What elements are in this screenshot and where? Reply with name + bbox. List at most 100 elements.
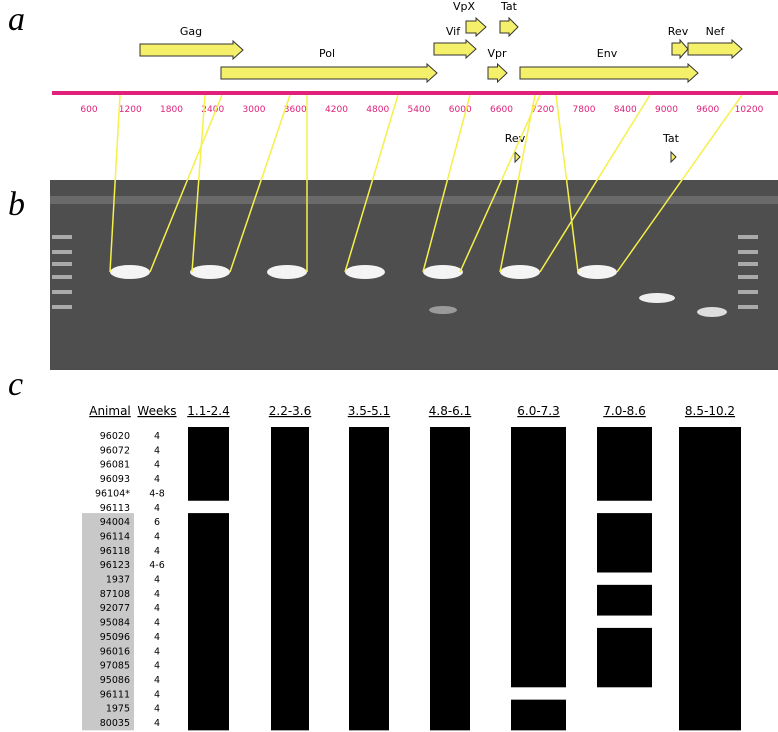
- axis-tick-label: 4800: [366, 105, 389, 115]
- axis-tick-label: 4200: [325, 105, 348, 115]
- weeks: 4: [154, 531, 160, 542]
- gene-label: Vif: [446, 25, 461, 38]
- animal-id: 1975: [106, 704, 130, 715]
- axis-tick-label: 9600: [696, 105, 719, 115]
- ladder-band: [738, 290, 758, 294]
- coverage-bar: [679, 427, 741, 730]
- animal-id: 96123: [100, 560, 130, 571]
- region-header: 2.2-3.6: [269, 404, 312, 418]
- coverage-bar: [597, 628, 652, 687]
- ladder-band: [52, 235, 72, 239]
- gene-label: Env: [597, 47, 618, 60]
- gene-label: Gag: [180, 25, 202, 38]
- animal-id: 87108: [100, 589, 130, 600]
- gene-label: Tat: [500, 0, 518, 13]
- animal-id: 96111: [100, 689, 130, 700]
- weeks: 4: [154, 474, 160, 485]
- region-header: 6.0-7.3: [517, 404, 560, 418]
- gel: [50, 180, 778, 370]
- axis-tick-label: 3600: [284, 105, 307, 115]
- animal-id: 96113: [100, 503, 130, 514]
- animal-id: 96020: [100, 431, 130, 442]
- figure: abcGagPolVifVpXTatVprEnvRevNef6001200180…: [0, 0, 778, 732]
- animal-id: 94004: [100, 517, 130, 528]
- axis-tick-label: 10200: [735, 105, 764, 115]
- gene-arrow: [488, 64, 507, 82]
- weeks: 4: [154, 718, 160, 729]
- ladder-band: [738, 275, 758, 279]
- gel-band: [423, 265, 463, 279]
- axis-tick-label: 6600: [490, 105, 513, 115]
- gene-label: Pol: [319, 47, 335, 60]
- region-header: 8.5-10.2: [685, 404, 735, 418]
- table-header: Animal: [89, 404, 131, 418]
- weeks: 6: [154, 517, 160, 528]
- coverage-bar: [430, 427, 470, 730]
- weeks: 4: [154, 618, 160, 629]
- animal-id: 96104*: [95, 488, 130, 499]
- gel-band: [190, 265, 230, 279]
- ladder-band: [52, 305, 72, 309]
- animal-id: 92077: [100, 603, 130, 614]
- axis-tick-label: 1800: [160, 105, 183, 115]
- splice-marker: [515, 152, 520, 162]
- weeks: 4: [154, 704, 160, 715]
- gel-well-line: [50, 196, 778, 204]
- animal-id: 96016: [100, 646, 130, 657]
- gel-band: [639, 293, 675, 303]
- animal-id: 96118: [100, 546, 130, 557]
- table-header: Weeks: [137, 404, 176, 418]
- animal-id: 96114: [100, 531, 130, 542]
- coverage-bar: [511, 700, 566, 731]
- weeks: 4: [154, 589, 160, 600]
- ladder-band: [52, 275, 72, 279]
- panel-label: b: [8, 186, 25, 223]
- coverage-bar: [188, 513, 229, 730]
- weeks: 4: [154, 460, 160, 471]
- gel-band: [697, 307, 727, 317]
- panel-label: c: [8, 366, 23, 403]
- axis-tick-label: 1200: [119, 105, 142, 115]
- weeks: 4: [154, 575, 160, 586]
- gene-arrow: [688, 40, 742, 58]
- gene-arrow: [672, 40, 688, 58]
- gel-band: [577, 265, 617, 279]
- axis-tick-label: 5400: [408, 105, 431, 115]
- weeks: 4: [154, 632, 160, 643]
- gel-band: [110, 265, 150, 279]
- gene-arrow: [434, 40, 476, 58]
- ladder-band: [738, 262, 758, 266]
- coverage-bar: [597, 585, 652, 616]
- animal-id: 1937: [106, 575, 130, 586]
- weeks: 4: [154, 503, 160, 514]
- ladder-band: [738, 250, 758, 254]
- coverage-bar: [597, 513, 652, 572]
- weeks: 4: [154, 661, 160, 672]
- animal-id: 95084: [100, 618, 130, 629]
- weeks: 4: [154, 546, 160, 557]
- axis-tick-label: 3000: [243, 105, 266, 115]
- coverage-bar: [511, 427, 566, 687]
- animal-id: 96081: [100, 460, 130, 471]
- splice-marker: [671, 152, 676, 162]
- gel-band: [345, 265, 385, 279]
- weeks: 4-6: [149, 560, 165, 571]
- axis-tick-label: 7800: [573, 105, 596, 115]
- weeks: 4: [154, 689, 160, 700]
- animal-id: 97085: [100, 661, 130, 672]
- weeks: 4: [154, 603, 160, 614]
- gene-arrow: [500, 18, 518, 36]
- gene-label: Nef: [706, 25, 726, 38]
- axis-tick-label: 6000: [449, 105, 472, 115]
- weeks: 4: [154, 445, 160, 456]
- animal-id: 96093: [100, 474, 130, 485]
- gene-arrow: [221, 64, 437, 82]
- ladder-band: [738, 235, 758, 239]
- ladder-band: [52, 262, 72, 266]
- animal-id: 95086: [100, 675, 130, 686]
- gel-band: [500, 265, 540, 279]
- gene-label: VpX: [453, 0, 476, 13]
- animal-id: 95096: [100, 632, 130, 643]
- gene-arrow: [140, 41, 243, 59]
- region-header: 3.5-5.1: [348, 404, 391, 418]
